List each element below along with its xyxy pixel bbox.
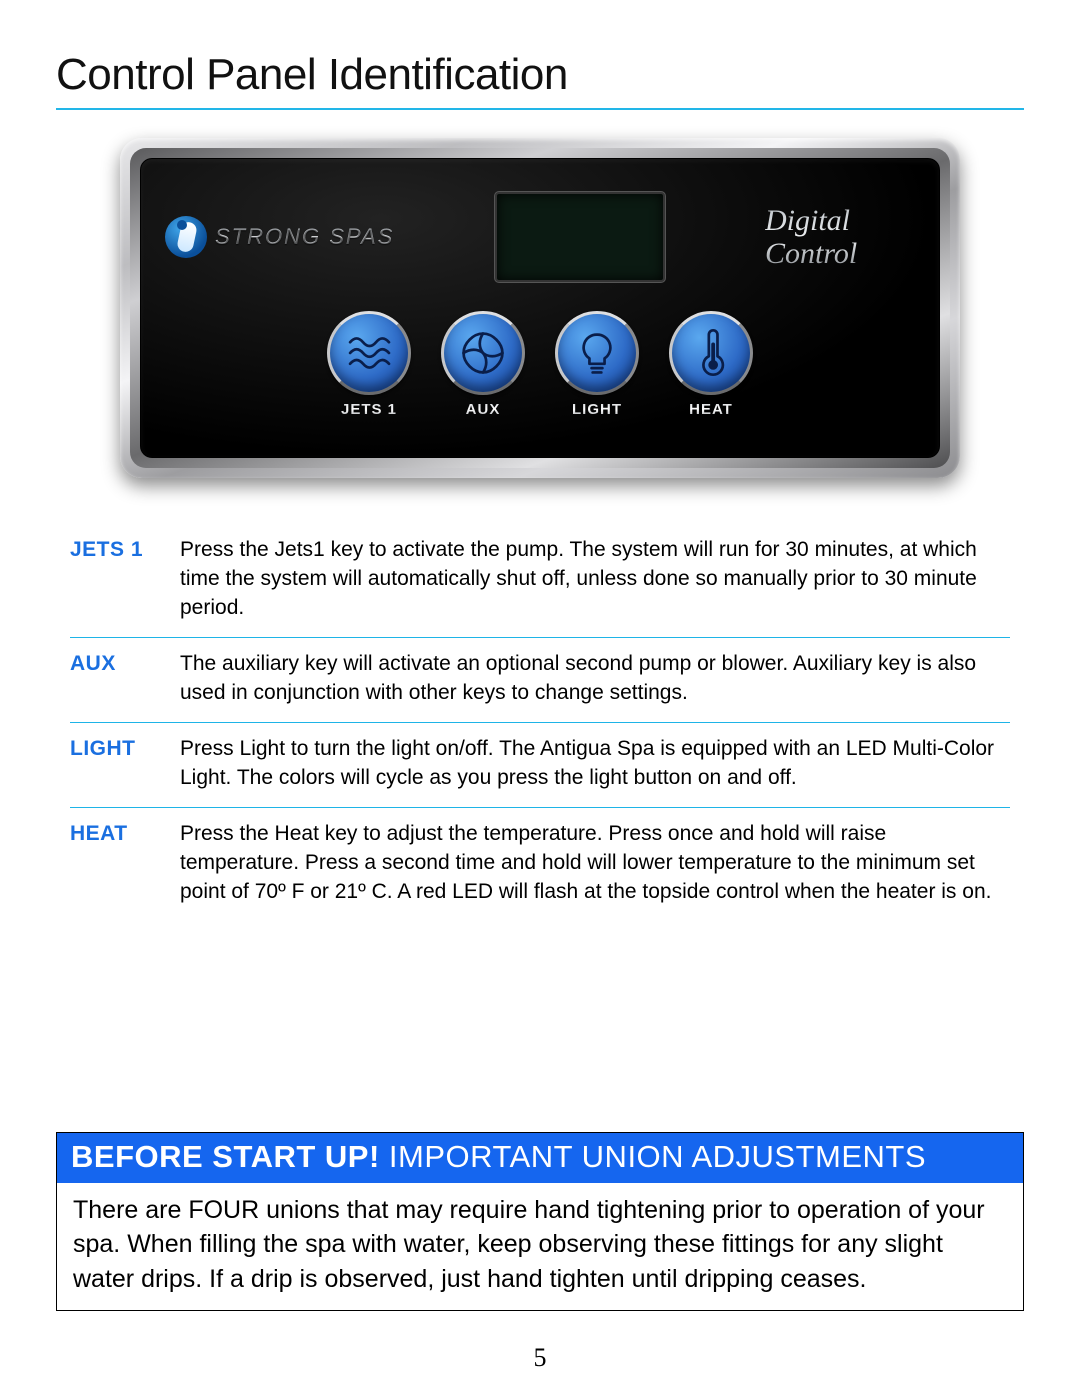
aux-label: AUX [466, 401, 501, 418]
callout-header-bold: BEFORE START UP! [71, 1139, 380, 1174]
aux-button[interactable]: AUX [441, 311, 525, 418]
page-title: Control Panel Identification [56, 50, 1024, 110]
brand: STRONG SPAS [165, 216, 394, 258]
table-row: LIGHT Press Light to turn the light on/o… [70, 723, 1010, 808]
def-term-heat: HEAT [70, 820, 160, 907]
def-term-light: LIGHT [70, 735, 160, 793]
def-desc-jets1: Press the Jets1 key to activate the pump… [180, 536, 1010, 623]
panel-bezel: STRONG SPAS Digital Control [120, 138, 960, 478]
def-term-jets1: JETS 1 [70, 536, 160, 623]
brand-logo-icon [165, 216, 207, 258]
callout-header-rest: IMPORTANT UNION ADJUSTMENTS [380, 1139, 926, 1174]
lcd-display [495, 192, 665, 282]
def-desc-heat: Press the Heat key to adjust the tempera… [180, 820, 1010, 907]
callout-header: BEFORE START UP! IMPORTANT UNION ADJUSTM… [57, 1133, 1023, 1183]
digital-line2: Control [765, 237, 915, 270]
table-row: JETS 1 Press the Jets1 key to activate t… [70, 524, 1010, 638]
jets1-label: JETS 1 [341, 401, 397, 418]
panel-buttons-row: JETS 1 AUX [165, 311, 915, 418]
digital-line1: Digital [765, 204, 915, 237]
aux-icon [456, 326, 510, 380]
heat-button[interactable]: HEAT [669, 311, 753, 418]
panel-face: STRONG SPAS Digital Control [140, 158, 940, 458]
table-row: HEAT Press the Heat key to adjust the te… [70, 808, 1010, 921]
light-label: LIGHT [572, 401, 622, 418]
callout-box: BEFORE START UP! IMPORTANT UNION ADJUSTM… [56, 1132, 1024, 1312]
definitions-table: JETS 1 Press the Jets1 key to activate t… [70, 524, 1010, 921]
digital-control-label: Digital Control [765, 204, 915, 270]
light-button[interactable]: LIGHT [555, 311, 639, 418]
def-desc-aux: The auxiliary key will activate an optio… [180, 650, 1010, 708]
control-panel-figure: STRONG SPAS Digital Control [56, 138, 1024, 478]
brand-text: STRONG SPAS [215, 224, 394, 250]
def-desc-light: Press Light to turn the light on/off. Th… [180, 735, 1010, 793]
callout-body: There are FOUR unions that may require h… [57, 1183, 1023, 1311]
table-row: AUX The auxiliary key will activate an o… [70, 638, 1010, 723]
heat-thermometer-icon [684, 326, 738, 380]
page-number: 5 [0, 1343, 1080, 1373]
heat-label: HEAT [689, 401, 733, 418]
def-term-aux: AUX [70, 650, 160, 708]
light-bulb-icon [570, 326, 624, 380]
jets1-button[interactable]: JETS 1 [327, 311, 411, 418]
jets-waves-icon [342, 326, 396, 380]
